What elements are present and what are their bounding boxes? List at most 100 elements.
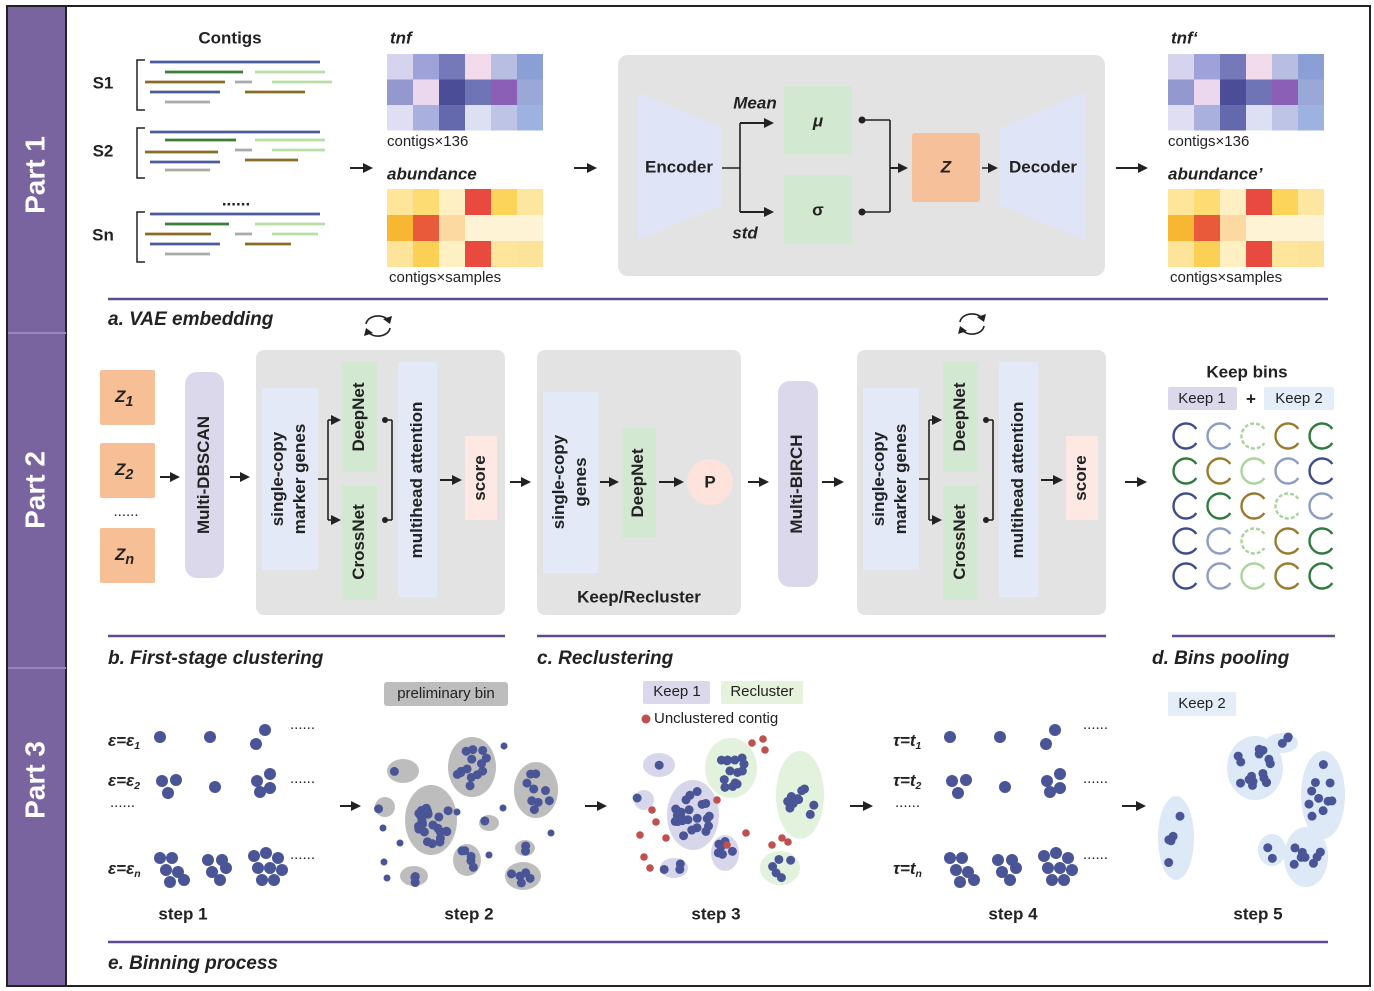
bin-ring [1172, 527, 1198, 555]
math-base: ε=ε [108, 771, 135, 790]
contig-dot [410, 872, 420, 882]
math-sub: 1 [134, 741, 140, 752]
heatmap-cell [1168, 54, 1194, 80]
math-sub: 2 [915, 781, 922, 792]
heatmap-cell [413, 189, 439, 215]
math-label: τ=t1 [893, 731, 922, 751]
heatmap-cell [1194, 241, 1220, 267]
math-base: Z [114, 387, 126, 406]
contig-dot [374, 804, 384, 814]
contig-dot [1259, 773, 1269, 783]
math-sub: 2 [124, 467, 133, 483]
contig-dot [154, 731, 166, 743]
contig-dot [1041, 775, 1053, 787]
rotated-label: DeepNet [950, 382, 969, 451]
heatmap-cell [439, 54, 465, 80]
math-base: ε=ε [108, 859, 135, 878]
line: single-copy [869, 431, 888, 526]
math-label: ε=εn [108, 859, 141, 879]
contig-dot [251, 775, 263, 787]
arrow-head [674, 477, 684, 487]
label: tnf [390, 28, 414, 47]
contig-dot [725, 766, 735, 776]
line: single-copy [268, 431, 287, 526]
contig-dot [1315, 847, 1325, 857]
bin-ring [1240, 422, 1266, 450]
contig-dot [500, 742, 508, 750]
contig-dot [162, 787, 174, 799]
label: S1 [93, 73, 114, 92]
contig-dot [640, 853, 648, 861]
label: std [732, 223, 758, 242]
label: Mean [733, 93, 776, 112]
arrow-head [1138, 163, 1148, 173]
contig-dot [443, 806, 453, 816]
contig-dot [1314, 793, 1324, 803]
contig-dot [379, 824, 387, 832]
arrow-head [1053, 475, 1063, 485]
contig-dot [419, 827, 429, 837]
heatmap-cell [1194, 189, 1220, 215]
heatmap-cell [491, 215, 517, 241]
label: σ [812, 200, 824, 219]
rotated-label: DeepNet [349, 382, 368, 451]
contig-dot [209, 781, 221, 793]
heatmap-cell [1272, 215, 1298, 241]
math-label: ε=ε1 [108, 731, 140, 751]
arrow-head [834, 477, 844, 487]
heatmap-cell [387, 241, 413, 267]
contig-dot [507, 869, 517, 879]
contig-dot [480, 816, 490, 826]
label: S2 [93, 141, 114, 160]
label: contigs×136 [387, 133, 468, 150]
z-input-box [100, 528, 155, 583]
contig-dot [1258, 745, 1268, 755]
heatmap-cell [439, 241, 465, 267]
heatmap-cell [465, 54, 491, 80]
heatmap-cell [491, 79, 517, 105]
arrow-head [1137, 477, 1147, 487]
label: P [704, 472, 715, 491]
contig-dot [742, 829, 750, 837]
contig-dot [786, 855, 796, 865]
label: abundance’ [1168, 164, 1263, 183]
heatmap-cell [1220, 54, 1246, 80]
cycle-head [958, 326, 967, 334]
contig-dot [733, 767, 743, 777]
label: Keep 2 [1178, 695, 1226, 712]
bin-ring [1240, 562, 1266, 590]
label: Sn [92, 225, 114, 244]
contig-dot [784, 838, 792, 846]
math-base: ε=ε [108, 731, 135, 750]
heatmap-cell [491, 54, 517, 80]
contig-dot [442, 827, 452, 837]
genes-box [543, 392, 598, 573]
arrow-head [363, 163, 373, 173]
label: ...... [110, 794, 135, 811]
contig-dot [522, 778, 532, 788]
heatmap-cell [413, 79, 439, 105]
vae-panel [618, 55, 1105, 276]
rotated-label: score [1071, 455, 1090, 500]
contig-dot [723, 841, 731, 849]
part-label: Part 2 [19, 451, 50, 529]
contig-dot [478, 766, 488, 776]
heatmap-cell [439, 105, 465, 131]
contig-dot [1310, 777, 1320, 787]
arrow-head [759, 477, 769, 487]
label: + [1246, 389, 1256, 408]
heatmap-cell [1298, 215, 1324, 241]
contig-dot [250, 738, 262, 750]
contig-dot [467, 754, 477, 764]
bin-ring [1274, 562, 1300, 590]
heatmap-cell [491, 105, 517, 131]
contig-dot [1058, 874, 1070, 886]
arrow-head [764, 118, 774, 128]
contig-dot [526, 769, 536, 779]
rotated-label: Multi-DBSCAN [194, 416, 213, 534]
line: Multi-DBSCAN [194, 416, 213, 534]
rotated-label: CrossNet [349, 504, 368, 580]
label: Keep bins [1206, 362, 1287, 381]
heatmap-cell [1246, 215, 1272, 241]
heatmap-cell [1220, 79, 1246, 105]
